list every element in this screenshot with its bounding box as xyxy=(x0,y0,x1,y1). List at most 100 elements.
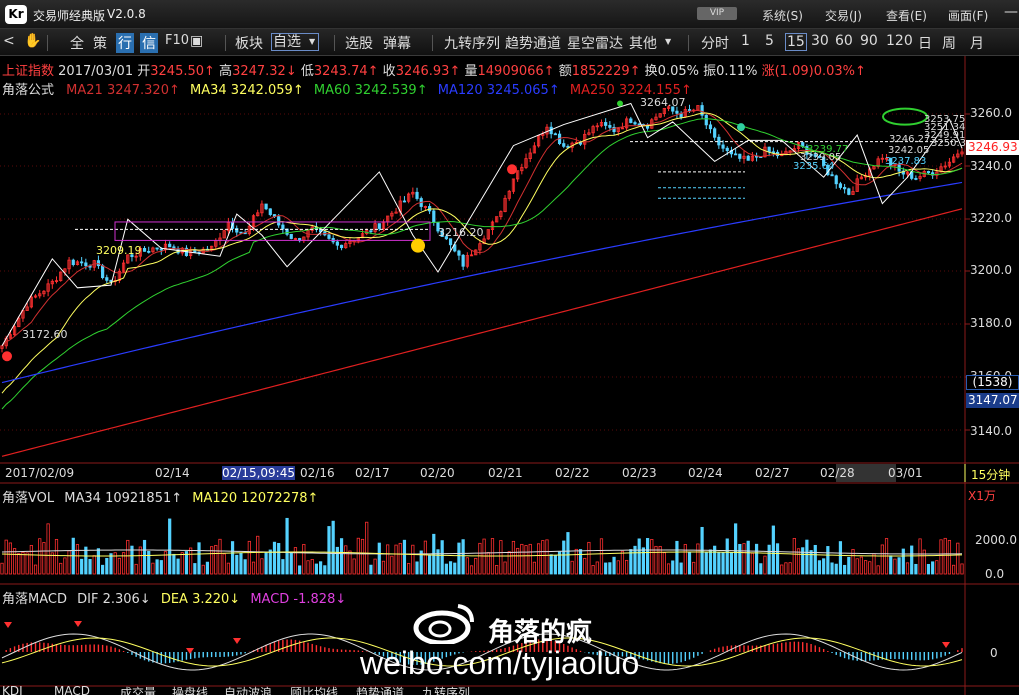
candle-body xyxy=(235,228,239,233)
toolbar-popup[interactable]: 弹幕 xyxy=(383,36,411,52)
volume-bar xyxy=(117,557,121,575)
candle-body xyxy=(407,193,411,202)
toolbar-quote[interactable]: 行 xyxy=(116,33,134,53)
toolbar-f10[interactable]: F10 xyxy=(165,33,190,48)
toolbar-jiuzhuan[interactable]: 九转序列 xyxy=(444,36,500,52)
menu-system[interactable]: 系统(S) xyxy=(762,9,803,23)
period-5[interactable]: 90 xyxy=(860,33,878,49)
candle-body xyxy=(29,296,33,308)
volume-bar xyxy=(952,564,956,575)
volume-bar xyxy=(637,538,641,575)
minimize-button[interactable]: — xyxy=(1004,4,1018,20)
volume-bar xyxy=(796,548,801,575)
candle-body xyxy=(503,197,507,212)
period-8[interactable]: 周 xyxy=(942,36,956,52)
hand-tool-icon[interactable]: ✋ xyxy=(24,33,42,49)
chart-area[interactable] xyxy=(0,56,1019,695)
volume-bar xyxy=(658,546,662,575)
indicator-tab-1[interactable]: MACD xyxy=(54,684,90,695)
candle-body xyxy=(105,277,109,281)
volume-bar xyxy=(222,553,226,575)
menu-screen[interactable]: 画面(F) xyxy=(948,9,989,23)
app-logo-icon: Kr xyxy=(5,5,27,24)
volume-bar xyxy=(671,560,675,575)
toolbar-sector[interactable]: 板块 xyxy=(235,36,263,52)
indicator-tab-0[interactable]: KDJ xyxy=(2,684,23,695)
more-dropdown-icon[interactable]: ▼ xyxy=(665,37,672,46)
candle-body xyxy=(461,254,465,267)
period-9[interactable]: 月 xyxy=(970,36,984,52)
volume-bar xyxy=(859,556,863,575)
dropdown-arrow-icon[interactable]: ▼ xyxy=(309,37,316,46)
period-6[interactable]: 120 xyxy=(886,33,913,49)
candle-body xyxy=(168,243,172,248)
date-label-11: 02/28 xyxy=(820,466,855,480)
candle-body xyxy=(813,154,817,157)
menu-view[interactable]: 查看(E) xyxy=(886,9,927,23)
macd-signal-arrow xyxy=(186,648,194,654)
candle-body xyxy=(700,105,704,116)
candle-body xyxy=(12,326,17,336)
toolbar-stock-pick[interactable]: 选股 xyxy=(345,36,373,52)
date-label-6: 02/21 xyxy=(488,466,523,480)
volume-bar xyxy=(809,550,813,575)
indicator-tab-3[interactable]: 操盘线 xyxy=(172,686,209,695)
period-intraday[interactable]: 分时 xyxy=(701,36,729,52)
volume-bar xyxy=(562,540,566,575)
menu-trade[interactable]: 交易(J) xyxy=(825,9,862,23)
candle-body xyxy=(444,236,448,240)
vol-ma34-line xyxy=(1,549,963,555)
indicator-tab-5[interactable]: 顾比均线 xyxy=(290,686,339,695)
volume-bar xyxy=(230,541,235,575)
volume-bar xyxy=(147,550,151,575)
volume-bar xyxy=(708,549,713,575)
period-3[interactable]: 30 xyxy=(811,33,829,49)
candle-body xyxy=(394,211,398,214)
candle-body xyxy=(126,254,130,264)
period-2[interactable]: 15 xyxy=(785,33,807,51)
toolbar-trend[interactable]: 趋势通道 xyxy=(505,36,561,52)
candle-body xyxy=(721,144,725,149)
indicator-tab-6[interactable]: 趋势通道 xyxy=(356,686,405,695)
volume-bar xyxy=(931,561,935,575)
range-box xyxy=(114,221,431,241)
toolbar-all[interactable]: 全 xyxy=(70,36,84,52)
macd-signal-arrow xyxy=(74,621,82,627)
volume-bar xyxy=(662,552,666,575)
candle-body xyxy=(499,211,503,218)
volume-bar xyxy=(650,539,654,575)
volume-bar xyxy=(205,561,210,575)
title-bar: Kr 交易师经典版 V2.0.8 VIP 系统(S) 交易(J) 查看(E) 画… xyxy=(0,0,1019,29)
volume-bar xyxy=(327,526,331,575)
period-7[interactable]: 日 xyxy=(918,36,932,52)
indicator-tab-4[interactable]: 自动波浪 xyxy=(224,686,273,695)
period-0[interactable]: 1 xyxy=(741,33,750,49)
candle-body xyxy=(423,206,428,208)
volume-bar xyxy=(956,542,960,575)
toolbar-info[interactable]: 信 xyxy=(140,33,158,53)
volume-bar xyxy=(729,552,734,575)
date-label-10: 02/27 xyxy=(755,466,790,480)
toolbar-more[interactable]: 其他 xyxy=(629,36,657,52)
toolbar-radar[interactable]: 星空雷达 xyxy=(567,36,623,52)
candle-body xyxy=(42,290,46,295)
volume-bar xyxy=(21,551,25,575)
toolbar-strategy[interactable]: 策 xyxy=(93,36,107,52)
back-arrow-icon[interactable]: < xyxy=(3,33,15,49)
volume-bar xyxy=(29,545,33,575)
period-1[interactable]: 5 xyxy=(765,33,774,49)
indicator-tab-2[interactable]: 成交量 xyxy=(120,686,157,695)
candle-body xyxy=(834,175,838,185)
volume-bar xyxy=(155,559,159,575)
candle-body xyxy=(788,150,792,153)
volume-bar xyxy=(235,554,239,575)
volume-bar xyxy=(541,540,545,575)
toolbar-watchlist[interactable]: 自选 xyxy=(271,33,319,51)
candle-body xyxy=(604,122,608,126)
vip-badge[interactable]: VIP xyxy=(697,7,737,20)
indicator-tab-7[interactable]: 九转序列 xyxy=(422,686,471,695)
candle-body xyxy=(17,317,21,328)
period-4[interactable]: 60 xyxy=(835,33,853,49)
volume-bar xyxy=(738,543,742,575)
window-icon[interactable]: ▣ xyxy=(190,33,204,49)
